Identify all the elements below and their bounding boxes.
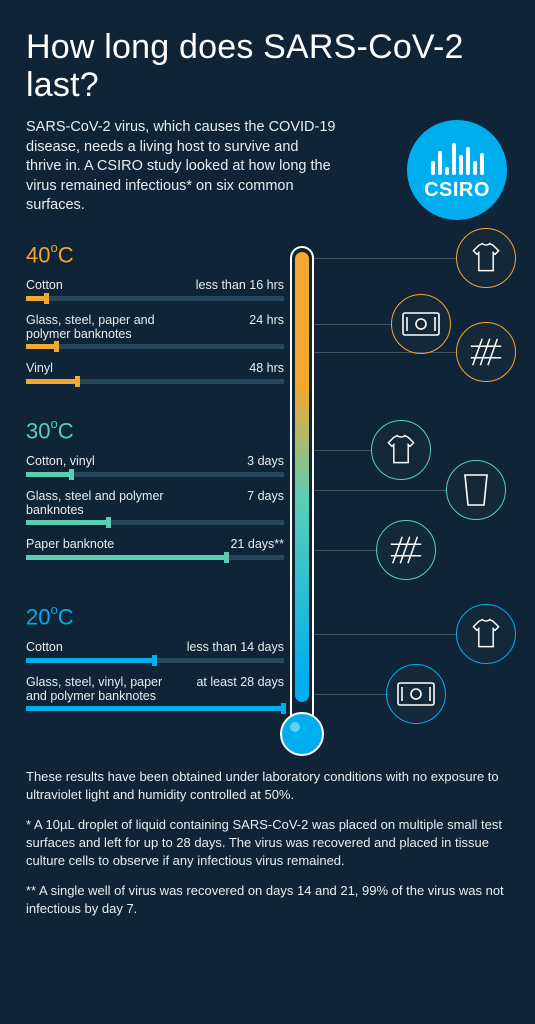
tshirt-icon xyxy=(456,228,516,288)
duration-bar xyxy=(26,379,78,384)
surface-row: Glass, steel, paper and polymer banknote… xyxy=(26,313,284,350)
connector-line xyxy=(314,258,456,259)
vinyl-floor-icon xyxy=(456,322,516,382)
duration-label: 3 days xyxy=(247,454,284,468)
duration-bar xyxy=(26,472,72,477)
footnotes: These results have been obtained under l… xyxy=(26,768,509,918)
duration-label: 21 days** xyxy=(230,537,284,551)
connector-line xyxy=(314,450,372,451)
surface-row: Cotton less than 14 days xyxy=(26,640,284,662)
banknote-icon xyxy=(386,664,446,724)
temp-heading: 20oC xyxy=(26,604,284,630)
duration-bar xyxy=(26,344,57,349)
intro-text: SARS-CoV-2 virus, which causes the COVID… xyxy=(26,118,336,216)
tshirt-icon xyxy=(456,604,516,664)
footnote-double-asterisk: ** A single well of virus was recovered … xyxy=(26,882,509,918)
surface-label: Cotton xyxy=(26,640,63,654)
surface-label: Glass, steel, paper and polymer banknote… xyxy=(26,313,176,342)
surface-row: Cotton, vinyl 3 days xyxy=(26,454,284,476)
duration-bar xyxy=(26,296,47,301)
temp-section-30: 30oC Cotton, vinyl 3 days Glass, steel and … xyxy=(26,418,284,572)
surface-row: Cotton less than 16 hrs xyxy=(26,278,284,300)
duration-label: 24 hrs xyxy=(249,313,284,342)
tshirt-icon xyxy=(371,420,431,480)
logo-bars xyxy=(431,139,484,175)
vinyl-floor-icon xyxy=(376,520,436,580)
duration-label: 7 days xyxy=(247,489,284,518)
connector-line xyxy=(314,634,456,635)
connector-line xyxy=(314,694,388,695)
duration-bar xyxy=(26,555,227,560)
chart-area: 40oC Cotton less than 16 hrs Glass, steel, … xyxy=(26,242,509,762)
logo-text: CSIRO xyxy=(424,179,490,202)
csiro-logo: CSIRO xyxy=(407,120,507,220)
connector-line xyxy=(314,352,456,353)
glass-cup-icon xyxy=(446,460,506,520)
thermometer-bulb-icon xyxy=(280,712,324,756)
duration-bar xyxy=(26,706,284,711)
connector-line xyxy=(314,324,392,325)
temp-section-40: 40oC Cotton less than 16 hrs Glass, steel, … xyxy=(26,242,284,396)
duration-label: less than 16 hrs xyxy=(196,278,284,292)
duration-label: at least 28 days xyxy=(196,675,284,704)
surface-label: Glass, steel and polymer banknotes xyxy=(26,489,176,518)
surface-label: Vinyl xyxy=(26,361,53,375)
surface-row: Glass, steel, vinyl, paper and polymer b… xyxy=(26,675,284,712)
temp-section-20: 20oC Cotton less than 14 days Glass, steel,… xyxy=(26,604,284,723)
temp-heading: 30oC xyxy=(26,418,284,444)
surface-label: Glass, steel, vinyl, paper and polymer b… xyxy=(26,675,176,704)
duration-bar xyxy=(26,520,109,525)
surface-label: Cotton xyxy=(26,278,63,292)
duration-label: 48 hrs xyxy=(249,361,284,375)
page-title: How long does SARS-CoV-2 last? xyxy=(26,28,509,104)
duration-bar xyxy=(26,658,155,663)
footnote-asterisk: * A 10µL droplet of liquid containing SA… xyxy=(26,816,509,870)
surface-row: Paper banknote 21 days** xyxy=(26,537,284,559)
surface-label: Paper banknote xyxy=(26,537,114,551)
banknote-icon xyxy=(391,294,451,354)
thermometer-icon xyxy=(290,246,314,726)
footnote-conditions: These results have been obtained under l… xyxy=(26,768,509,804)
connector-line xyxy=(314,550,378,551)
surface-row: Glass, steel and polymer banknotes 7 days xyxy=(26,489,284,526)
connector-line xyxy=(314,490,446,491)
surface-label: Cotton, vinyl xyxy=(26,454,95,468)
temp-heading: 40oC xyxy=(26,242,284,268)
surface-row: Vinyl 48 hrs xyxy=(26,361,284,383)
duration-label: less than 14 days xyxy=(187,640,284,654)
